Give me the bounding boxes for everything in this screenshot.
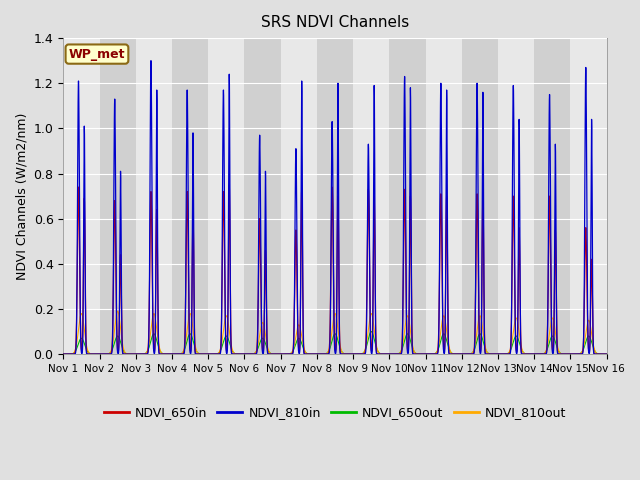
- Bar: [426, 38, 461, 354]
- Bar: [389, 38, 426, 354]
- Bar: [498, 38, 534, 354]
- Text: WP_met: WP_met: [68, 48, 125, 60]
- Bar: [353, 38, 389, 354]
- Bar: [99, 38, 136, 354]
- Bar: [208, 38, 244, 354]
- Bar: [63, 38, 99, 354]
- Y-axis label: NDVI Channels (W/m2/nm): NDVI Channels (W/m2/nm): [15, 112, 28, 280]
- Bar: [172, 38, 208, 354]
- Bar: [317, 38, 353, 354]
- Bar: [136, 38, 172, 354]
- Title: SRS NDVI Channels: SRS NDVI Channels: [261, 15, 409, 30]
- Bar: [461, 38, 498, 354]
- Bar: [534, 38, 570, 354]
- Legend: NDVI_650in, NDVI_810in, NDVI_650out, NDVI_810out: NDVI_650in, NDVI_810in, NDVI_650out, NDV…: [99, 401, 572, 424]
- Bar: [280, 38, 317, 354]
- Bar: [570, 38, 607, 354]
- Bar: [244, 38, 280, 354]
